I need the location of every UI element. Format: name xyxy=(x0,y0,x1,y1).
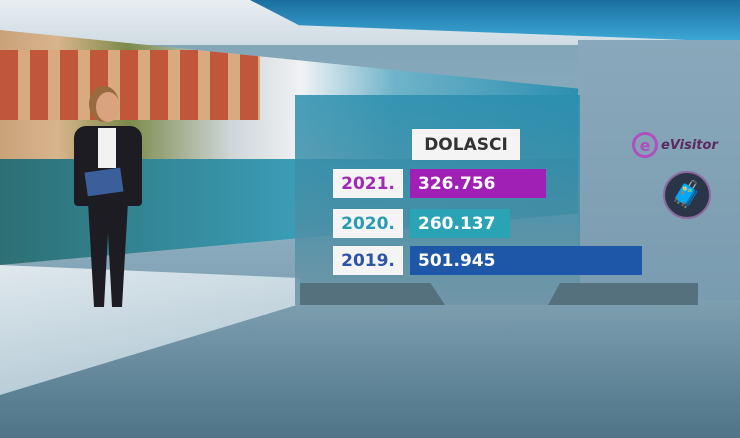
year-label: 2021. xyxy=(333,169,403,198)
traveler-with-luggage-icon: 🧳 xyxy=(663,171,711,219)
year-label: 2020. xyxy=(333,209,403,238)
logo-text: eVisitor xyxy=(661,137,718,153)
presenter xyxy=(68,90,148,320)
screen-frame-right xyxy=(548,283,698,305)
bar: 326.756 xyxy=(410,169,546,198)
tablet xyxy=(84,167,124,197)
bar: 260.137 xyxy=(410,209,510,238)
screen-frame-left xyxy=(300,283,445,305)
chart-title: DOLASCI xyxy=(412,129,520,160)
year-label: 2019. xyxy=(333,246,403,275)
evisitor-logo: e eVisitor xyxy=(632,132,718,158)
evisitor-e-icon: e xyxy=(632,132,658,158)
bar: 501.945 xyxy=(410,246,642,275)
